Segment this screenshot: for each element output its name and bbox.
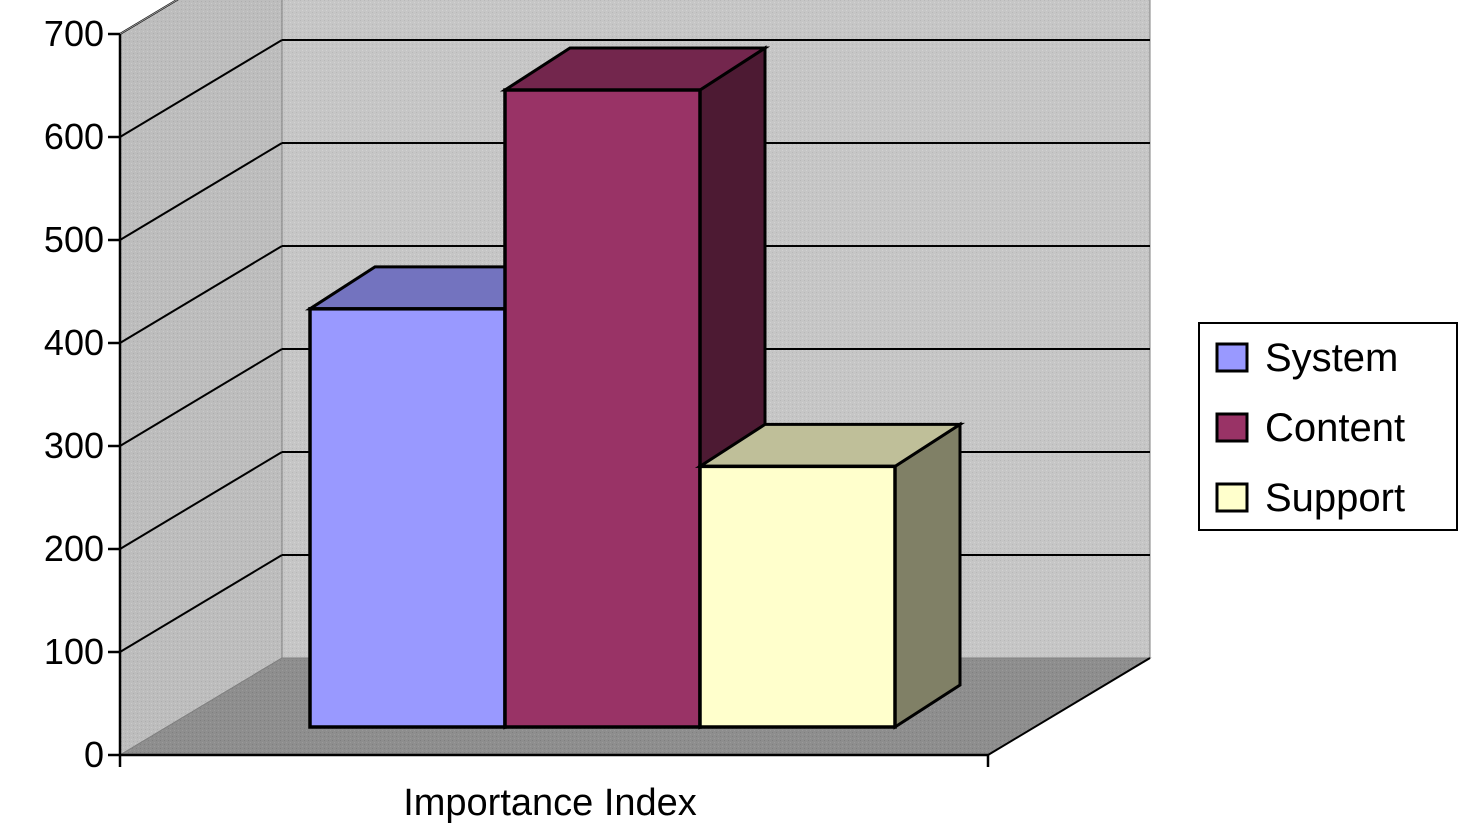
gridline-side-500 xyxy=(119,142,283,241)
bar-front-content xyxy=(503,88,702,729)
gridline-side-200 xyxy=(119,451,283,550)
bar-side-support xyxy=(893,421,962,730)
gridline-side-100 xyxy=(119,554,283,653)
y-tick-label: 100 xyxy=(44,631,104,672)
y-tick-label: 700 xyxy=(44,13,104,54)
y-tick-label: 300 xyxy=(44,425,104,466)
y-tick-label: 400 xyxy=(44,322,104,363)
gridline-side-600 xyxy=(119,39,283,138)
legend-swatch-content xyxy=(1215,412,1249,443)
gridline-side-400 xyxy=(119,245,283,344)
x-category-label: Importance Index xyxy=(403,782,697,824)
side-wall xyxy=(119,0,283,756)
legend-label-system: System xyxy=(1265,336,1398,380)
y-tick-label: 600 xyxy=(44,116,104,157)
wall-top-edge xyxy=(119,0,178,35)
legend-label-content: Content xyxy=(1265,406,1405,450)
gridline-side-300 xyxy=(119,348,283,447)
y-tick-label: 200 xyxy=(44,528,104,569)
bar-front-support xyxy=(698,464,897,729)
bar-front-system xyxy=(308,307,507,729)
floor-right-edge xyxy=(987,657,1151,756)
legend-swatch-support xyxy=(1215,482,1249,513)
bar-support xyxy=(694,421,966,730)
y-tick-label: 500 xyxy=(44,219,104,260)
legend-label-support: Support xyxy=(1265,476,1405,520)
legend-swatch-system xyxy=(1215,342,1249,373)
y-tick-label: 0 xyxy=(84,734,104,775)
